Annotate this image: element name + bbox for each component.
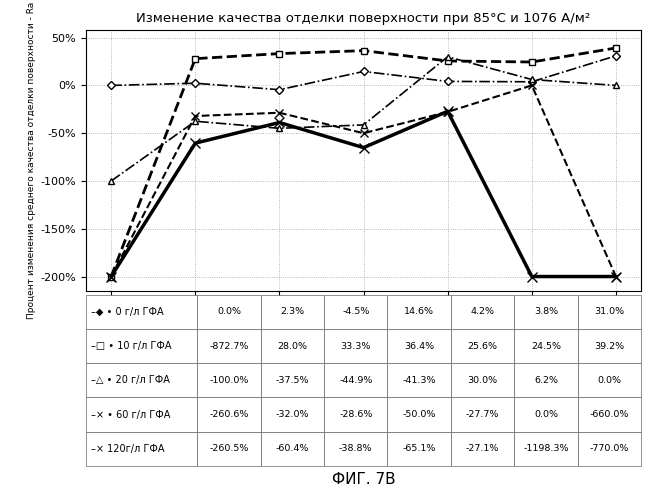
- Y-axis label: Процент изменения среднего качества отделки поверхности - Ra: Процент изменения среднего качества отде…: [27, 2, 36, 319]
- X-axis label: Концентрация лимонной кислоты (г/л): Концентрация лимонной кислоты (г/л): [249, 314, 478, 324]
- Title: Изменение качества отделки поверхности при 85°C и 1076 А/м²: Изменение качества отделки поверхности п…: [136, 12, 591, 24]
- Text: ФИГ. 7В: ФИГ. 7В: [332, 472, 395, 488]
